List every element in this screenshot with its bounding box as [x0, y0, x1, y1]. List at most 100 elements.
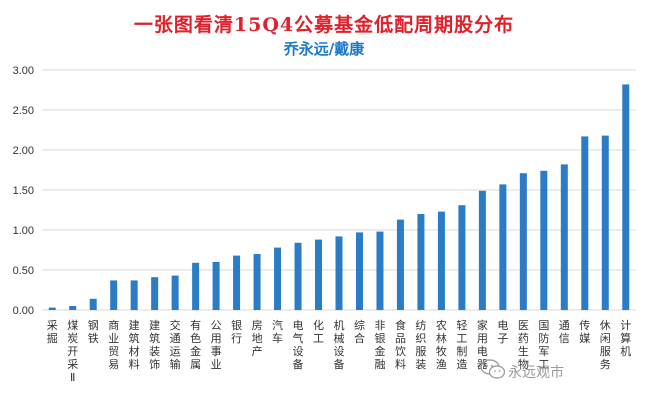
svg-text:备: 备 [293, 357, 304, 371]
bar [560, 164, 568, 310]
svg-text:有: 有 [190, 318, 201, 332]
x-tick-label: 传媒 [579, 319, 590, 345]
bar [622, 84, 630, 311]
svg-text:掘: 掘 [47, 331, 58, 345]
svg-text:防: 防 [538, 331, 549, 345]
svg-text:信: 信 [559, 332, 570, 345]
x-tick-label: 通信 [559, 319, 570, 345]
svg-text:车: 车 [272, 331, 283, 345]
x-tick-label: 化工 [313, 318, 324, 345]
svg-text:装: 装 [149, 345, 160, 358]
svg-text:服: 服 [600, 345, 611, 358]
bars [48, 84, 630, 311]
svg-text:金: 金 [374, 344, 385, 358]
svg-text:钢: 钢 [88, 319, 99, 332]
svg-text:贸: 贸 [108, 345, 119, 358]
svg-text:林: 林 [436, 331, 447, 345]
svg-text:牧: 牧 [436, 344, 447, 358]
svg-text:产: 产 [252, 344, 263, 358]
svg-text:筑: 筑 [129, 331, 140, 345]
y-tick-label: 3.00 [13, 65, 34, 77]
wechat-icon [480, 359, 506, 379]
bar [69, 306, 77, 310]
bar [417, 214, 425, 310]
svg-text:备: 备 [334, 357, 345, 371]
svg-text:金: 金 [190, 344, 201, 358]
svg-text:电: 电 [293, 319, 304, 332]
svg-text:商: 商 [108, 318, 119, 332]
svg-text:品: 品 [395, 332, 406, 345]
svg-text:属: 属 [190, 358, 201, 371]
x-tick-label: 银行 [231, 318, 242, 345]
svg-text:造: 造 [456, 357, 467, 371]
svg-text:饮: 饮 [395, 345, 406, 358]
svg-text:计: 计 [620, 319, 631, 332]
svg-text:采: 采 [67, 358, 78, 371]
svg-text:轻: 轻 [456, 318, 467, 332]
bar [458, 205, 466, 310]
svg-text:用: 用 [211, 332, 222, 345]
bar [294, 242, 302, 310]
x-tick-label: 综合 [354, 318, 365, 345]
y-tick-label: 1.00 [13, 225, 34, 237]
svg-text:色: 色 [190, 331, 201, 345]
svg-text:家: 家 [477, 318, 488, 332]
chart-title: 一张图看清15Q4公募基金低配周期股分布 [133, 14, 515, 36]
grid-lines [42, 69, 636, 311]
svg-text:器: 器 [477, 358, 488, 371]
svg-text:交: 交 [170, 318, 181, 332]
svg-text:食: 食 [395, 318, 406, 332]
bar [376, 231, 384, 310]
svg-text:材: 材 [129, 344, 140, 358]
svg-text:机: 机 [620, 344, 631, 358]
y-tick-label: 2.50 [13, 105, 34, 117]
y-tick-label: 2.00 [13, 145, 34, 157]
bar [274, 247, 282, 310]
y-tick-label: 1.50 [13, 185, 34, 197]
svg-text:气: 气 [293, 331, 304, 345]
chart-subtitle: 乔永远/戴康 [283, 40, 365, 58]
y-tick-label: 0.00 [13, 305, 34, 317]
svg-text:服: 服 [415, 345, 426, 358]
svg-text:子: 子 [497, 332, 508, 345]
svg-text:电: 电 [477, 345, 488, 358]
bar [151, 277, 159, 310]
svg-text:行: 行 [231, 332, 242, 345]
svg-text:电: 电 [497, 319, 508, 332]
bar [192, 262, 200, 310]
x-tick-label: 钢铁 [88, 319, 99, 345]
svg-text:采: 采 [47, 319, 58, 332]
bar [233, 255, 241, 310]
svg-text:休: 休 [600, 319, 611, 332]
svg-text:筑: 筑 [149, 331, 160, 345]
svg-text:机: 机 [334, 318, 345, 332]
svg-text:药: 药 [518, 332, 529, 345]
svg-text:业: 业 [211, 358, 222, 371]
svg-text:综: 综 [354, 318, 365, 332]
svg-text:务: 务 [600, 358, 611, 371]
svg-text:融: 融 [374, 358, 385, 371]
svg-text:物: 物 [518, 357, 529, 371]
x-tick-label: 汽车 [272, 318, 283, 345]
watermark-text: 永远观市 [508, 365, 564, 381]
svg-text:闲: 闲 [600, 331, 611, 345]
bar [478, 190, 486, 310]
svg-text:通: 通 [559, 319, 570, 332]
svg-text:装: 装 [415, 358, 426, 371]
bar [396, 219, 404, 310]
svg-text:建: 建 [129, 318, 140, 332]
svg-text:传: 传 [579, 319, 590, 332]
svg-text:工: 工 [313, 332, 324, 345]
